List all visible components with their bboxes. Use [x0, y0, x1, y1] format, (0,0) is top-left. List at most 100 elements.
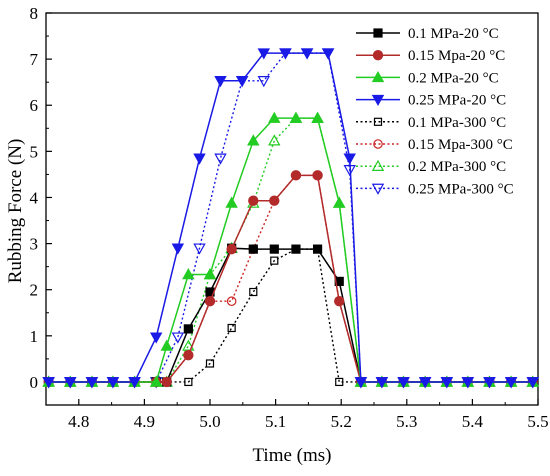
y-axis-ticks: 0 1 2 3 4 5 6 7 8 [30, 4, 52, 392]
series-4 [42, 48, 539, 389]
data-point [128, 377, 141, 389]
data-point [333, 196, 346, 208]
data-point [106, 377, 120, 389]
data-point [321, 48, 335, 60]
data-point [247, 134, 260, 146]
data-point [268, 111, 281, 123]
series-line [48, 247, 533, 383]
data-point [461, 377, 475, 389]
data-point [311, 111, 324, 123]
legend-marker [373, 117, 383, 126]
data-point [375, 377, 389, 389]
legend-marker [371, 70, 385, 83]
data-point [270, 256, 279, 265]
y-tick-label: 7 [30, 50, 39, 69]
legend: 0.1 MPa-20 °C 0.15 Mpa-20 °C 0.2 MPa-20 °C… [356, 26, 514, 197]
data-point [440, 377, 454, 389]
data-point [161, 376, 172, 388]
series-5 [44, 245, 537, 387]
y-tick-label: 8 [30, 4, 39, 23]
data-point [257, 76, 271, 88]
data-point [64, 377, 77, 389]
x-tick-label: 5.2 [331, 412, 352, 431]
data-point [269, 195, 280, 206]
data-point [193, 153, 206, 165]
data-point [183, 324, 193, 334]
data-point [289, 111, 303, 123]
x-tick-label: 5.5 [527, 412, 548, 431]
data-point [343, 153, 356, 165]
data-point [312, 170, 323, 181]
data-point [269, 244, 279, 254]
data-point [160, 339, 173, 351]
data-point [214, 153, 227, 165]
legend-label: 0.15 Mpa-300 °C [408, 137, 513, 153]
legend-marker [373, 139, 383, 149]
x-tick-label: 5.0 [199, 412, 220, 431]
data-point [504, 377, 518, 389]
y-tick-label: 6 [30, 96, 39, 115]
data-point [183, 349, 194, 361]
series-1 [44, 243, 538, 387]
series-line [48, 174, 533, 383]
data-point [42, 377, 55, 389]
data-point [418, 377, 432, 389]
data-point [257, 48, 271, 60]
data-point [397, 377, 410, 389]
series-6 [43, 170, 538, 387]
data-point [214, 76, 227, 88]
y-tick-label: 0 [30, 373, 39, 392]
data-point [248, 244, 258, 254]
legend-label: 0.1 MPa-20 °C [408, 26, 499, 42]
data-point [193, 243, 206, 255]
data-point [291, 244, 301, 254]
series-2 [43, 170, 538, 388]
legend-marker [371, 94, 385, 107]
data-point [235, 76, 249, 88]
legend-label: 0.15 Mpa-20 °C [408, 48, 505, 64]
data-point [171, 243, 185, 255]
legend-marker [371, 159, 385, 171]
legend-label: 0.2 MPa-300 °C [408, 159, 506, 175]
legend-label: 0.25 MPa-300 °C [408, 181, 514, 197]
x-tick-label: 5.4 [462, 412, 484, 431]
series-line [48, 248, 533, 383]
data-point [226, 243, 237, 255]
data-point [334, 296, 345, 307]
x-tick-label: 5.3 [396, 412, 417, 431]
data-point [290, 170, 302, 181]
data-point [354, 377, 368, 389]
plot-frame [45, 12, 539, 406]
data-point [149, 375, 163, 387]
data-point [279, 48, 292, 60]
data-point [171, 332, 185, 344]
y-tick-label: 1 [30, 327, 39, 346]
data-point [226, 296, 237, 307]
x-axis-ticks: 4.8 4.9 5.0 5.1 5.2 5.3 5.4 5.5 [68, 399, 549, 431]
series-line [48, 117, 533, 383]
y-tick-label: 3 [30, 235, 39, 254]
y-tick-label: 5 [30, 142, 39, 161]
legend-label: 0.1 MPa-300 °C [408, 115, 506, 131]
legend-marker [373, 28, 383, 38]
data-point [225, 196, 238, 208]
data-point [182, 268, 195, 280]
data-point [85, 377, 99, 389]
legend-marker [372, 50, 384, 61]
data-point [268, 134, 281, 146]
legend-marker [371, 183, 385, 195]
data-point [483, 377, 496, 389]
y-tick-label: 2 [30, 281, 39, 300]
data-point [249, 287, 258, 297]
legend-label: 0.2 MPa-20 °C [408, 70, 499, 86]
x-tick-label: 4.9 [134, 412, 155, 431]
series-line [48, 174, 533, 383]
x-tick-label: 5.1 [265, 412, 286, 431]
data-point [526, 377, 539, 389]
data-point [149, 332, 163, 344]
data-point [312, 244, 323, 254]
data-point [205, 359, 215, 368]
series-layer [42, 48, 539, 389]
